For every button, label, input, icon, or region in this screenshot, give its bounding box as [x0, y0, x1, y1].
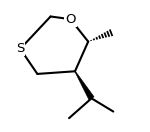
Text: O: O	[65, 13, 76, 26]
Text: S: S	[16, 42, 24, 55]
Polygon shape	[75, 71, 94, 100]
